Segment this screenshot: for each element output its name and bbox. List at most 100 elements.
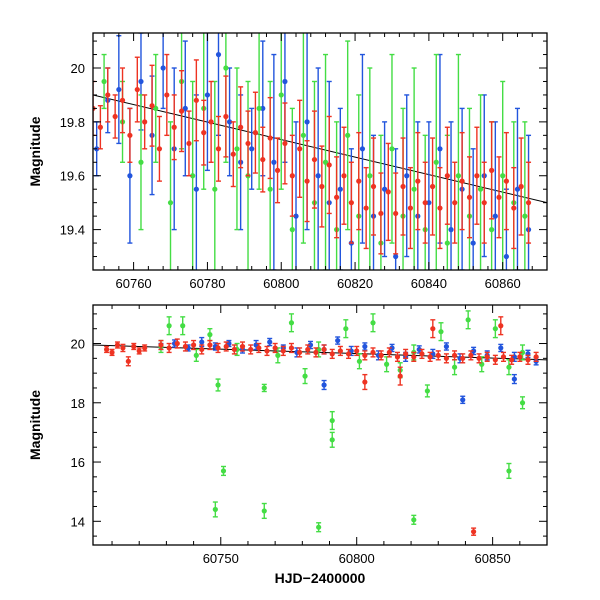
data-point — [489, 167, 495, 173]
data-point — [489, 227, 495, 233]
data-point — [321, 346, 327, 353]
data-point — [215, 345, 221, 351]
data-point — [433, 159, 439, 165]
data-point — [444, 173, 450, 179]
data-point — [297, 349, 303, 356]
data-point — [506, 364, 512, 370]
data-point — [345, 351, 352, 357]
data-point — [362, 343, 368, 350]
data-point — [193, 352, 199, 358]
data-point — [167, 200, 174, 206]
data-point — [367, 173, 373, 179]
x-axis-label: HJD−2400000 — [275, 570, 366, 586]
data-point — [451, 364, 458, 370]
data-point — [238, 124, 244, 130]
data-point — [416, 346, 422, 353]
data-point — [389, 345, 395, 351]
data-point — [193, 186, 199, 192]
data-point — [101, 78, 107, 85]
data-point — [134, 86, 140, 93]
data-point — [519, 349, 526, 356]
data-point — [271, 159, 277, 165]
data-point — [385, 189, 391, 195]
data-point — [264, 348, 270, 354]
data-point — [190, 342, 197, 348]
data-point — [125, 358, 131, 364]
data-point — [158, 342, 164, 348]
x-tick-label: 60750 — [203, 551, 239, 566]
data-point — [411, 354, 417, 360]
data-point — [492, 213, 498, 219]
data-point — [231, 346, 237, 353]
data-point — [204, 92, 211, 98]
data-point — [437, 146, 443, 152]
data-point — [329, 351, 335, 357]
data-point — [500, 354, 507, 360]
data-point — [362, 352, 368, 358]
data-point — [496, 194, 502, 200]
data-point — [503, 253, 509, 260]
data-point — [256, 345, 262, 351]
series-2 — [93, 53, 532, 255]
data-point — [370, 320, 376, 326]
data-point — [156, 146, 163, 152]
data-point — [215, 382, 221, 388]
data-point — [437, 205, 443, 211]
data-point — [199, 346, 205, 353]
data-point — [341, 173, 347, 179]
data-point — [359, 146, 366, 152]
data-point — [182, 343, 189, 350]
data-point — [207, 342, 213, 348]
y-axis-label: Magnitude — [27, 116, 43, 186]
data-point — [335, 337, 341, 344]
plot-frame — [92, 32, 548, 271]
data-point — [370, 183, 377, 190]
data-point — [249, 146, 255, 152]
data-point — [234, 146, 240, 152]
x-tick-label: 60800 — [263, 276, 299, 291]
data-point — [492, 326, 498, 332]
data-point — [103, 346, 110, 353]
data-point — [460, 355, 466, 361]
data-point — [248, 346, 254, 353]
data-point — [378, 352, 384, 358]
data-point — [302, 373, 308, 379]
data-point — [498, 323, 504, 329]
series-0 — [94, 33, 532, 270]
data-point — [403, 351, 409, 357]
data-point — [429, 183, 436, 190]
data-point — [282, 140, 288, 147]
data-point — [386, 349, 392, 356]
data-point — [329, 437, 335, 443]
data-point — [127, 173, 133, 179]
data-point — [411, 186, 417, 192]
data-point — [304, 119, 310, 125]
data-point — [343, 326, 349, 332]
data-point — [112, 113, 118, 120]
data-point — [356, 178, 362, 184]
data-point — [326, 162, 332, 168]
x-tick-label: 60820 — [337, 276, 373, 291]
data-point — [321, 382, 327, 388]
data-point — [245, 140, 251, 147]
trend-line — [93, 94, 547, 204]
x-tick-label: 60840 — [411, 276, 447, 291]
data-point — [451, 352, 458, 358]
data-point — [131, 343, 137, 350]
data-point — [149, 103, 155, 109]
data-point — [275, 352, 281, 358]
data-point — [274, 167, 281, 173]
data-point — [394, 354, 401, 360]
data-point — [174, 340, 180, 347]
data-point — [119, 97, 126, 103]
data-point — [252, 130, 259, 136]
data-point — [223, 65, 229, 71]
data-point — [452, 200, 458, 206]
data-point — [362, 379, 368, 385]
data-point — [419, 351, 425, 357]
data-point — [378, 210, 384, 217]
data-point — [190, 173, 196, 179]
data-point — [166, 345, 172, 351]
y-tick-label: 20 — [71, 337, 85, 352]
